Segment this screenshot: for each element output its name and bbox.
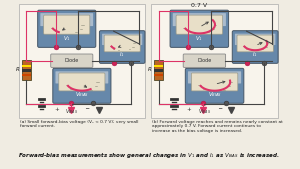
- FancyBboxPatch shape: [53, 68, 111, 103]
- FancyBboxPatch shape: [170, 10, 229, 47]
- Bar: [22, 59, 31, 80]
- Text: Forward-bias measurements show general changes in $V_1$ and $I_1$ as $V_{BIAS}$ : Forward-bias measurements show general c…: [18, 151, 279, 160]
- FancyBboxPatch shape: [191, 73, 238, 91]
- Text: $V_{BIAS}$: $V_{BIAS}$: [208, 90, 222, 99]
- FancyBboxPatch shape: [176, 15, 223, 34]
- Text: $V_{BIAS}$: $V_{BIAS}$: [198, 107, 211, 116]
- Text: Diode: Diode: [65, 58, 79, 63]
- Text: R: R: [16, 67, 19, 72]
- Text: 0.7 V: 0.7 V: [191, 3, 207, 8]
- Text: $V_{BIAS}$: $V_{BIAS}$: [75, 90, 89, 99]
- FancyBboxPatch shape: [185, 68, 244, 103]
- Text: (b) Forward voltage reaches and remains nearly constant at
approximately 0.7 V. : (b) Forward voltage reaches and remains …: [152, 120, 283, 133]
- FancyBboxPatch shape: [173, 13, 226, 26]
- Bar: [154, 59, 163, 80]
- Text: R: R: [148, 67, 152, 72]
- Bar: [154, 74, 163, 76]
- Text: $V_1$: $V_1$: [63, 34, 70, 43]
- Bar: [154, 65, 163, 67]
- FancyBboxPatch shape: [188, 71, 241, 83]
- Bar: [154, 69, 163, 72]
- FancyBboxPatch shape: [51, 54, 93, 67]
- Text: $I_1$: $I_1$: [252, 50, 258, 59]
- Text: $V_1$: $V_1$: [196, 34, 203, 43]
- Text: (a) Small forward-bias voltage (V₁ < 0.7 V); very small
forward current.: (a) Small forward-bias voltage (V₁ < 0.7…: [20, 120, 138, 128]
- FancyBboxPatch shape: [102, 34, 142, 45]
- Text: ─: ─: [85, 107, 88, 112]
- Text: Diode: Diode: [197, 58, 212, 63]
- FancyBboxPatch shape: [56, 71, 108, 83]
- Bar: [19, 4, 145, 118]
- Text: +: +: [187, 107, 192, 112]
- Bar: [151, 4, 278, 118]
- FancyBboxPatch shape: [59, 73, 105, 91]
- FancyBboxPatch shape: [232, 31, 278, 63]
- Text: ─: ─: [218, 107, 221, 112]
- Bar: [22, 74, 31, 76]
- Bar: [22, 69, 31, 72]
- Bar: [22, 65, 31, 67]
- FancyBboxPatch shape: [44, 15, 90, 34]
- FancyBboxPatch shape: [104, 35, 140, 52]
- FancyBboxPatch shape: [40, 13, 93, 26]
- FancyBboxPatch shape: [237, 35, 273, 52]
- Text: $I_1$: $I_1$: [119, 50, 125, 59]
- Text: $V_{BIAS}$: $V_{BIAS}$: [65, 107, 78, 116]
- FancyBboxPatch shape: [235, 34, 275, 45]
- Text: +: +: [54, 107, 59, 112]
- FancyBboxPatch shape: [38, 10, 96, 47]
- FancyBboxPatch shape: [99, 31, 145, 63]
- FancyBboxPatch shape: [183, 54, 226, 67]
